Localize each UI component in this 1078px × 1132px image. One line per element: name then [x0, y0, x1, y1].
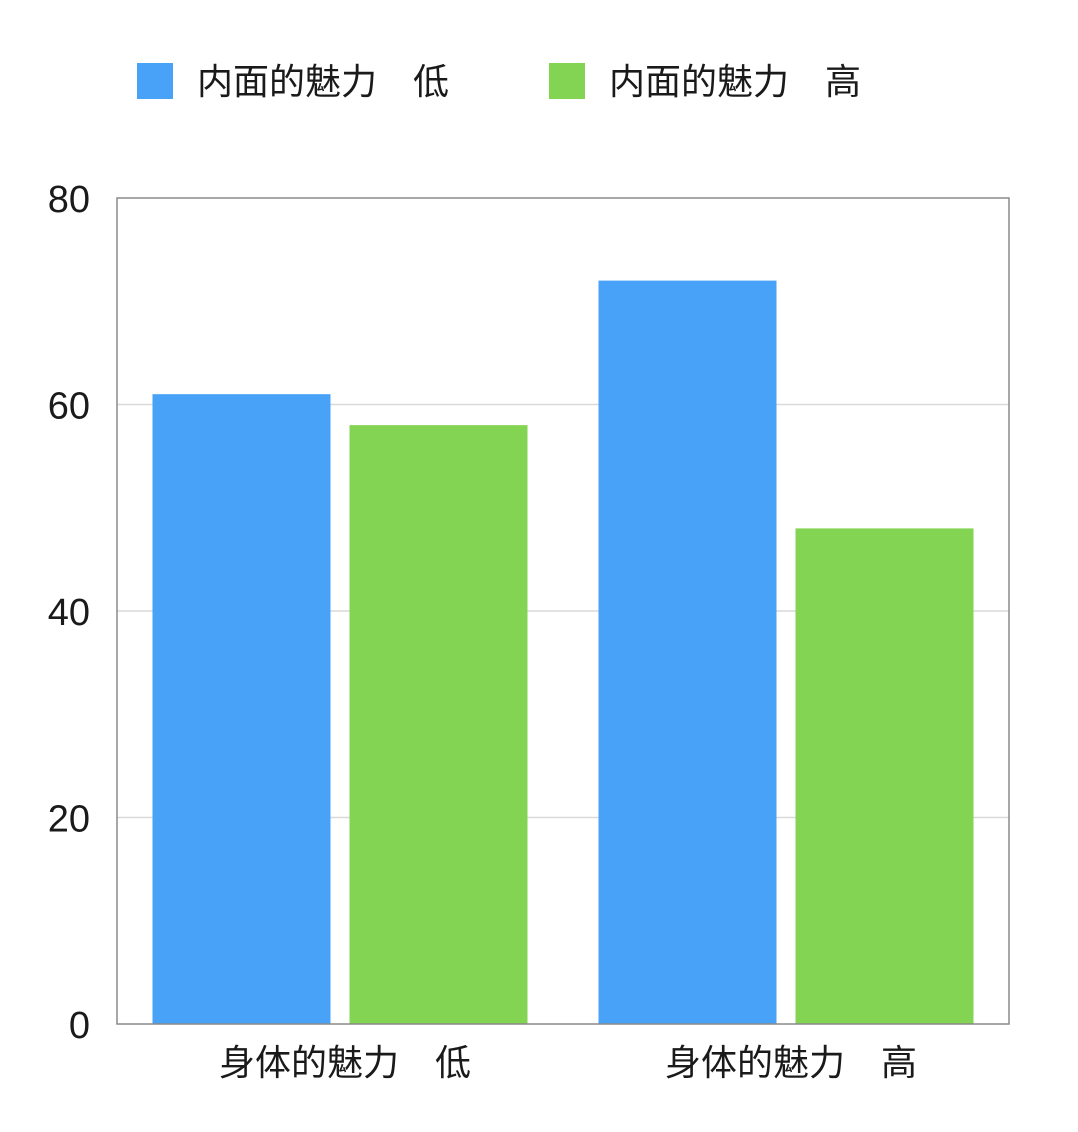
y-tick-label: 20 — [48, 799, 90, 841]
y-tick-label: 0 — [69, 1005, 90, 1047]
legend-label-0: 内面的魅力 低 — [197, 62, 449, 103]
bar-series-1-category-0 — [349, 425, 528, 1024]
bar-series-0-category-1 — [598, 280, 777, 1025]
y-tick-label: 80 — [48, 179, 90, 221]
bar-series-0-category-0 — [152, 394, 331, 1024]
legend: 内面的魅力 低 内面的魅力 高 — [137, 62, 861, 103]
plot-frame — [116, 197, 1010, 1025]
y-tick-label: 40 — [48, 592, 90, 634]
legend-swatch-1 — [549, 63, 585, 99]
legend-swatch-0 — [137, 63, 173, 99]
bar-series-1-category-1 — [795, 528, 974, 1024]
y-axis-ticks: 0 20 40 60 80 — [48, 179, 90, 1047]
legend-label-1: 内面的魅力 高 — [609, 62, 861, 103]
bars — [152, 280, 974, 1025]
x-category-label: 身体的魅力 低 — [219, 1043, 471, 1084]
y-tick-label: 60 — [48, 386, 90, 428]
x-category-label: 身体的魅力 高 — [665, 1043, 917, 1084]
x-axis-labels: 身体的魅力 低 身体的魅力 高 — [219, 1043, 917, 1084]
